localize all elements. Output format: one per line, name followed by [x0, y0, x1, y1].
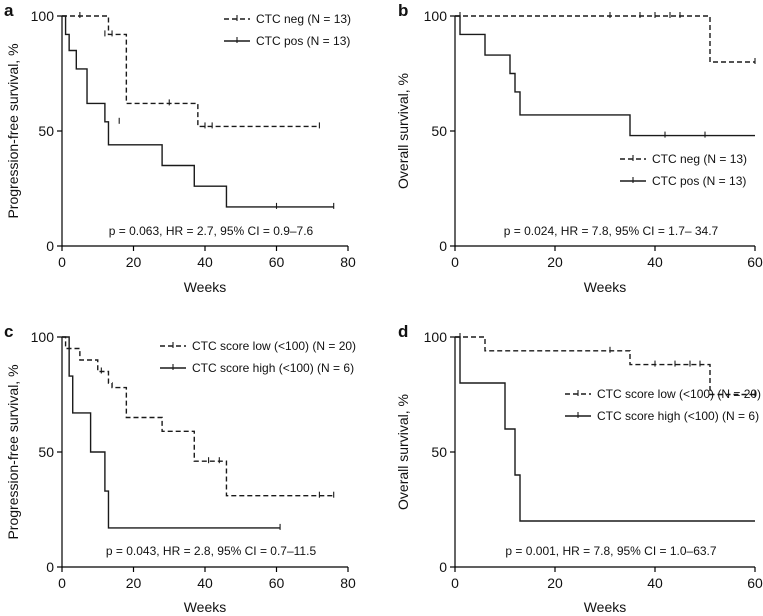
stats-annotation: p = 0.063, HR = 2.7, 95% CI = 0.9–7.6 [109, 224, 314, 238]
x-tick-label: 40 [197, 254, 213, 270]
y-tick-label: 50 [38, 444, 54, 460]
y-tick-label: 100 [31, 329, 55, 345]
x-tick-label: 20 [547, 254, 563, 270]
panel-letter: d [398, 322, 408, 341]
legend-label: CTC neg (N = 13) [652, 152, 747, 166]
x-tick-label: 20 [126, 254, 142, 270]
y-tick-label: 0 [46, 238, 54, 254]
y-tick-label: 0 [46, 559, 54, 575]
series-dashed-line [455, 15, 755, 63]
y-tick-label: 0 [439, 559, 447, 575]
panel-b: b 0 50 100 0 20 40 60 Weeks Overall survival, % CT… [395, 1, 763, 295]
stats-annotation: p = 0.043, HR = 2.8, 95% CI = 0.7–11.5 [106, 544, 317, 558]
x-tick-label: 40 [647, 575, 663, 591]
legend-label: CTC pos (N = 13) [652, 174, 746, 188]
y-axis-title: Overall survival, % [395, 73, 411, 189]
y-tick-label: 100 [424, 329, 448, 345]
y-tick-label: 50 [38, 123, 54, 139]
x-tick-label: 0 [58, 575, 66, 591]
y-tick-label: 50 [431, 123, 447, 139]
series-dashed-line [455, 336, 755, 396]
legend-label: CTC neg (N = 13) [256, 12, 351, 26]
y-tick-label: 100 [31, 8, 55, 24]
y-axis-title: Progression-free survival, % [5, 43, 21, 218]
x-tick-label: 60 [269, 575, 285, 591]
series-solid-line [62, 336, 281, 529]
series-solid-line [62, 15, 334, 208]
x-axis-title: Weeks [584, 599, 627, 615]
y-tick-label: 50 [431, 444, 447, 460]
panel-letter: b [398, 1, 408, 20]
x-axis-title: Weeks [184, 279, 227, 295]
y-tick-label: 0 [439, 238, 447, 254]
x-axis-title: Weeks [184, 599, 227, 615]
x-tick-label: 60 [269, 254, 285, 270]
x-tick-label: 0 [58, 254, 66, 270]
series-solid-line [455, 15, 755, 137]
legend-label: CTC score low (<100) (N = 20) [192, 339, 356, 353]
legend-label: CTC pos (N = 13) [256, 34, 350, 48]
stats-annotation: p = 0.024, HR = 7.8, 95% CI = 1.7– 34.7 [504, 224, 719, 238]
x-tick-label: 80 [340, 575, 356, 591]
x-tick-label: 40 [647, 254, 663, 270]
legend-label: CTC score low (<100) (N = 20) [597, 387, 761, 401]
panel-d: d 0 50 100 0 20 40 60 Weeks Overall survival, % CT… [395, 322, 763, 615]
series-solid-line [455, 336, 755, 522]
legend-label: CTC score high (<100) (N = 6) [597, 409, 759, 423]
legend-label: CTC score high (<100) (N = 6) [192, 361, 354, 375]
x-tick-label: 40 [197, 575, 213, 591]
stats-annotation: p = 0.001, HR = 7.8, 95% CI = 1.0–63.7 [505, 544, 716, 558]
x-tick-label: 60 [747, 575, 763, 591]
x-tick-label: 20 [126, 575, 142, 591]
panel-c: c 0 50 100 0 20 40 60 80 Weeks Progression-free su… [4, 322, 356, 615]
y-axis-title: Progression-free survival, % [5, 364, 21, 539]
x-axis-title: Weeks [584, 279, 627, 295]
x-tick-label: 0 [451, 575, 459, 591]
x-tick-label: 0 [451, 254, 459, 270]
series-dashed-line [62, 336, 334, 497]
series-dashed-line [62, 15, 320, 128]
y-axis-title: Overall survival, % [395, 394, 411, 510]
x-tick-label: 80 [340, 254, 356, 270]
panel-letter: a [4, 1, 14, 20]
x-tick-label: 60 [747, 254, 763, 270]
y-tick-label: 100 [424, 8, 448, 24]
panel-a: a 0 50 100 0 20 40 60 80 Weeks Progression-free su… [4, 1, 356, 295]
panel-letter: c [4, 322, 13, 341]
x-tick-label: 20 [547, 575, 563, 591]
